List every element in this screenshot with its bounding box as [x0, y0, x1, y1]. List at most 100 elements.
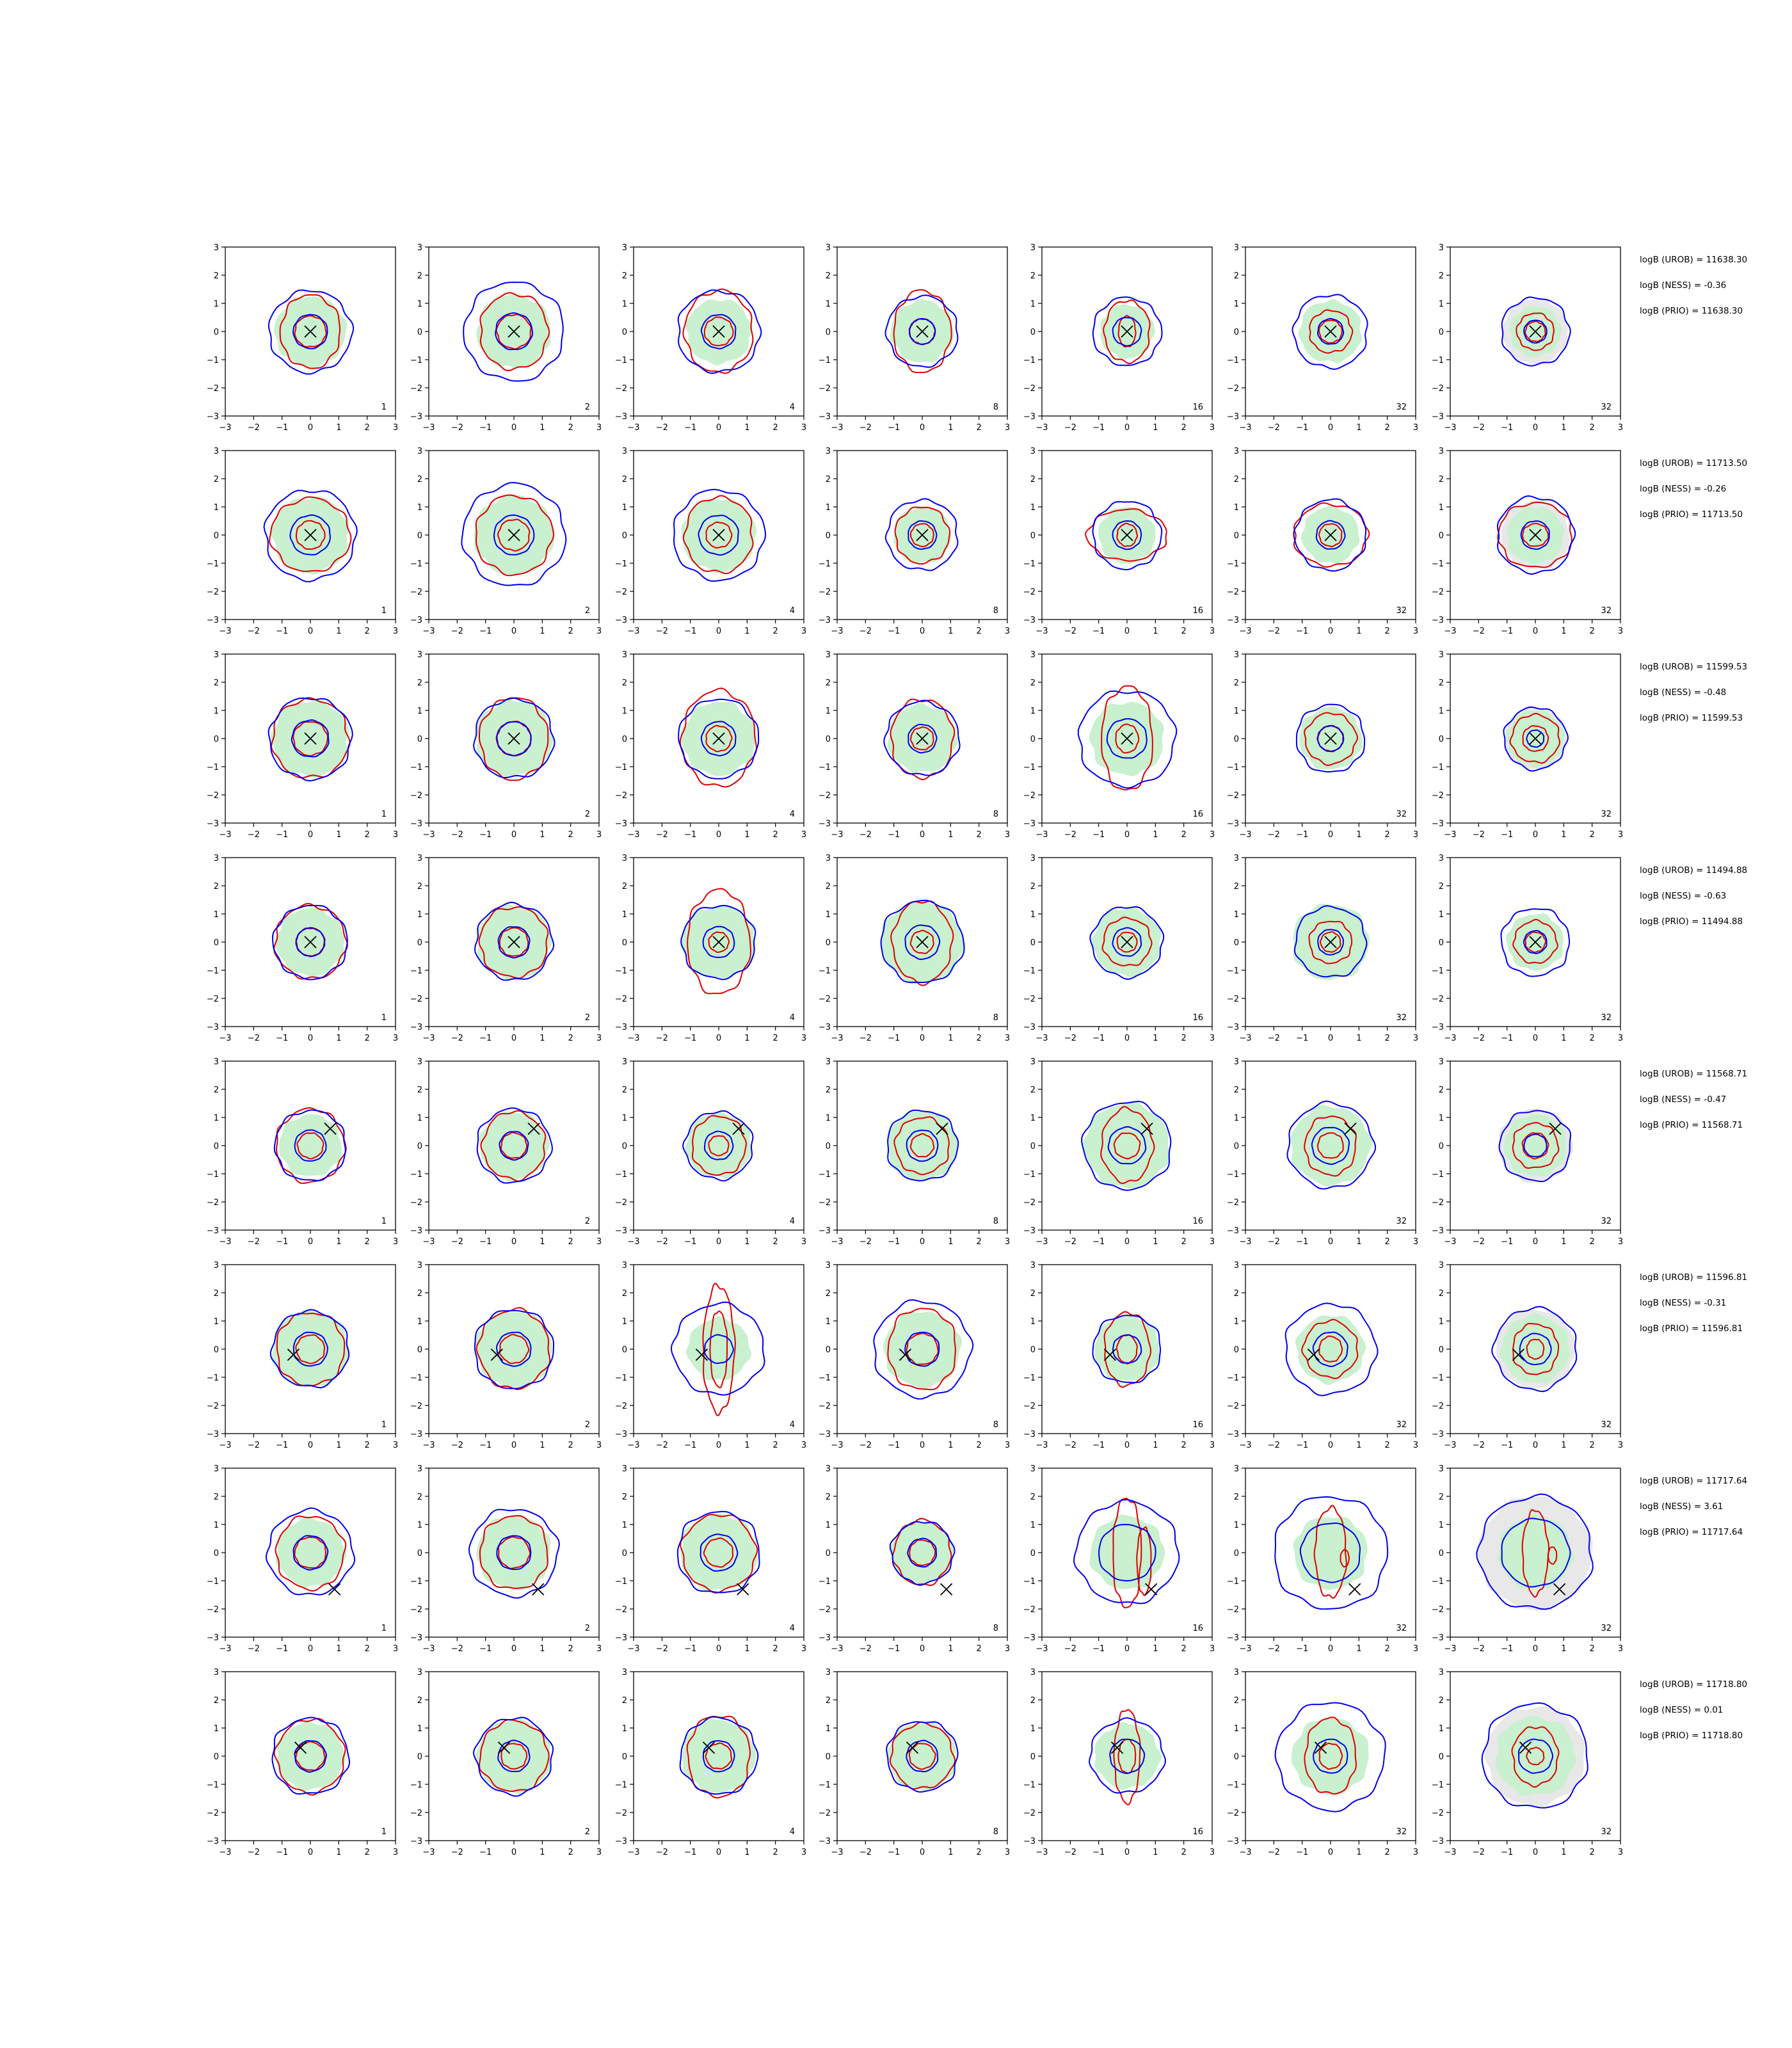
x-tick-label: −2	[1064, 1441, 1076, 1450]
y-tick-label: −1	[410, 356, 422, 365]
x-tick-label: 3	[393, 627, 398, 636]
blue-contour-outer	[472, 697, 556, 778]
true-point-marker	[1348, 1583, 1361, 1596]
y-tick-label: 1	[826, 1114, 831, 1123]
x-tick-label: −1	[479, 1848, 492, 1857]
x-tick-label: −2	[248, 1441, 260, 1450]
x-tick-label: −3	[1239, 1034, 1251, 1043]
x-tick-label: 2	[977, 1848, 982, 1857]
blue-contour-inner	[291, 719, 330, 758]
x-tick-label: 2	[773, 423, 778, 433]
y-tick-label: 3	[1439, 1464, 1444, 1474]
true-point-marker	[1103, 1348, 1117, 1361]
x-tick-label: 0	[511, 423, 516, 433]
red-contour-outer	[1497, 501, 1572, 568]
y-tick-label: 0	[1234, 1142, 1239, 1151]
y-tick-label: −1	[1023, 1170, 1036, 1180]
true-point-marker	[1140, 1122, 1153, 1135]
red-contour-outer	[273, 1718, 346, 1796]
y-tick-label: −1	[1227, 559, 1239, 569]
x-tick-label: −1	[1501, 1034, 1513, 1043]
blue-contour-inner	[493, 514, 535, 556]
y-tick-label: 3	[1439, 1261, 1444, 1270]
true-point-marker	[906, 1741, 919, 1754]
y-tick-label: 2	[622, 1696, 627, 1706]
red-contour-outer	[1103, 1311, 1152, 1388]
true-point-marker	[1145, 1583, 1158, 1596]
shaded-density	[886, 1722, 956, 1791]
x-tick-label: −1	[1501, 627, 1513, 636]
x-tick-label: 2	[1385, 627, 1390, 636]
y-tick-label: 2	[417, 882, 422, 892]
y-tick-label: −3	[207, 616, 219, 625]
true-point-marker	[287, 1348, 300, 1361]
x-tick-label: 0	[1328, 627, 1333, 636]
x-tick-label: −1	[888, 423, 900, 433]
shaded-density	[475, 1312, 552, 1388]
red-contour-inner	[909, 523, 934, 548]
x-tick-label: 2	[1590, 830, 1595, 840]
x-tick-label: −1	[1092, 1441, 1105, 1450]
x-tick-label: 0	[1328, 1237, 1333, 1247]
blue-contour-inner	[698, 515, 739, 556]
x-tick-label: 3	[1413, 423, 1418, 433]
x-tick-label: −3	[1036, 1848, 1048, 1857]
y-tick-label: 1	[214, 300, 219, 309]
blue-contour-inner	[1317, 724, 1345, 752]
x-tick-label: 3	[1413, 830, 1418, 840]
y-tick-label: 2	[622, 271, 627, 281]
panel-corner-label: 4	[790, 1420, 795, 1430]
panel-corner-label: 32	[1396, 1013, 1407, 1023]
true-point-marker	[936, 1122, 948, 1135]
panel-r4-c6: −3−3 −2 −2 −1 −1 0 0 1 1 2 2 3 3 32	[1227, 854, 1418, 1043]
panel-r4-c3: −3−3 −2 −2 −1 −1 0 0 1 1 2 2 3 3 4	[615, 854, 806, 1043]
red-contour-outer	[687, 888, 752, 995]
y-tick-label: 0	[214, 328, 219, 337]
x-tick-label: 2	[365, 1848, 370, 1857]
true-point-marker	[1344, 1122, 1357, 1135]
y-tick-label: −1	[410, 1170, 422, 1180]
true-point-marker	[1121, 529, 1133, 541]
blue-contour-outer	[271, 1716, 351, 1795]
y-tick-label: −2	[615, 995, 627, 1004]
y-tick-label: −3	[207, 1430, 219, 1439]
panel-r8-c5: −3−3 −2 −2 −1 −1 0 0 1 1 2 2 3 3 16	[1023, 1668, 1215, 1857]
panel-corner-label: 2	[585, 403, 590, 412]
x-tick-label: 1	[744, 1441, 749, 1450]
red-contour-outer	[479, 697, 549, 781]
y-tick-label: 2	[826, 1696, 831, 1706]
y-tick-label: 2	[826, 882, 831, 892]
red-contour-outer	[682, 495, 754, 575]
blue-contour-outer	[463, 281, 564, 382]
x-tick-label: 2	[1181, 423, 1187, 433]
x-tick-label: 2	[1385, 1237, 1390, 1247]
y-tick-label: 2	[214, 1492, 219, 1502]
x-tick-label: 3	[801, 1644, 806, 1654]
shaded-density	[887, 1111, 958, 1181]
y-tick-label: 1	[417, 1114, 422, 1123]
x-tick-label: 1	[540, 1034, 545, 1043]
red-contour-inner	[1524, 931, 1547, 953]
blue-contour-outer	[1089, 1717, 1166, 1794]
y-tick-label: 3	[1030, 854, 1036, 863]
y-tick-label: −3	[410, 819, 422, 829]
x-tick-label: 0	[716, 1441, 721, 1450]
shaded-density	[881, 900, 966, 984]
y-tick-label: 0	[214, 1752, 219, 1762]
y-tick-label: 2	[826, 678, 831, 688]
x-tick-label: 1	[1561, 1237, 1566, 1247]
panel-corner-label: 1	[381, 1624, 387, 1633]
panel-corner-label: 32	[1601, 1827, 1612, 1837]
y-tick-label: −3	[207, 1226, 219, 1236]
blue-contour-inner	[908, 723, 938, 754]
x-tick-label: 1	[948, 423, 953, 433]
x-tick-label: −1	[276, 1644, 288, 1654]
y-tick-label: −3	[410, 1837, 422, 1846]
red-contour-outer	[479, 1515, 548, 1589]
y-tick-label: −3	[1227, 1633, 1239, 1643]
y-tick-label: −2	[1023, 995, 1036, 1004]
x-tick-label: −3	[219, 627, 231, 636]
y-tick-label: 2	[1234, 475, 1239, 484]
y-tick-label: −2	[410, 384, 422, 394]
y-tick-label: 3	[1439, 1057, 1444, 1067]
